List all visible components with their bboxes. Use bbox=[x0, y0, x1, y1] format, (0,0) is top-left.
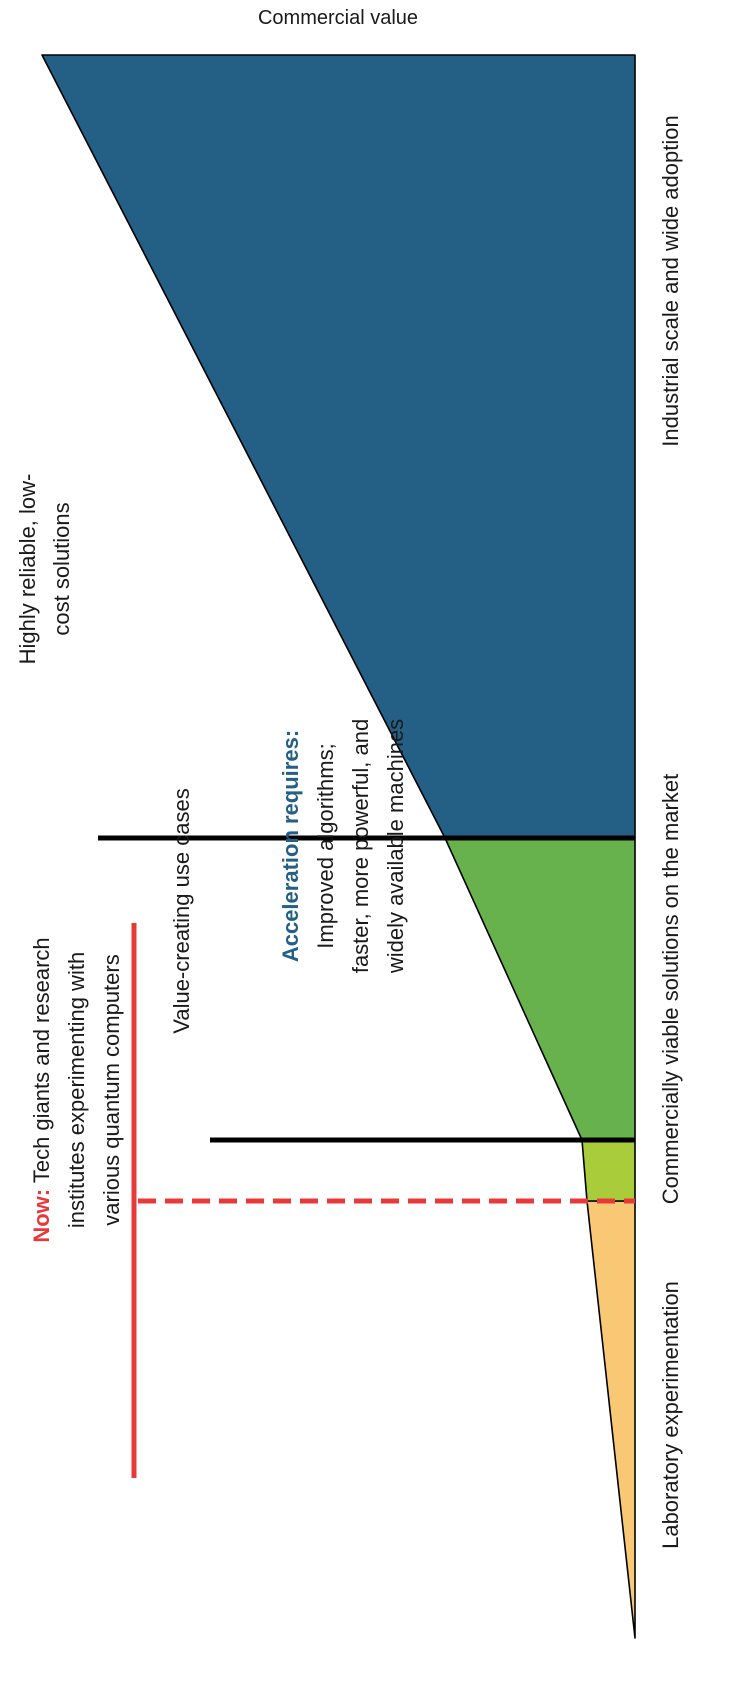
acceleration-line-1: Improved algorithms; bbox=[313, 743, 338, 948]
axis-title: Commercial value bbox=[258, 7, 418, 29]
stage-label-industrial: Industrial scale and wide adoption bbox=[658, 115, 683, 446]
acceleration-line-2: faster, more powerful, and bbox=[348, 719, 373, 973]
stage-area-early-use-cases bbox=[581, 1139, 636, 1202]
stage-area-commercial bbox=[444, 837, 636, 1141]
now-callout-line-1-rest: Tech giants and research bbox=[29, 937, 54, 1189]
now-callout-line-2: institutes experimenting with bbox=[64, 952, 89, 1228]
now-prefix: Now: bbox=[29, 1189, 54, 1243]
stage-area-industrial bbox=[41, 54, 636, 839]
stage-label-commercial: Commercially viable solutions on the mar… bbox=[658, 774, 683, 1204]
now-callout-line-1: Now: Tech giants and research bbox=[29, 937, 54, 1242]
label-reliable-line-2: cost solutions bbox=[49, 502, 74, 635]
stage-area-laboratory bbox=[586, 1200, 636, 1639]
now-callout-line-3: various quantum computers bbox=[99, 954, 124, 1225]
acceleration-line-3: widely available machines bbox=[383, 719, 408, 974]
label-reliable-line-1: Highly reliable, low- bbox=[15, 474, 40, 665]
acceleration-heading: Acceleration requires: bbox=[278, 730, 303, 962]
label-value-creating-use-cases: Value-creating use cases bbox=[169, 788, 194, 1033]
stage-label-laboratory: Laboratory experimentation bbox=[658, 1281, 683, 1549]
